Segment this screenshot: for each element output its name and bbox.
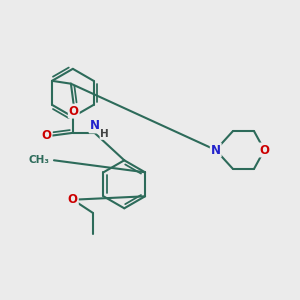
Text: CH₃: CH₃ — [28, 155, 50, 165]
Text: N: N — [211, 143, 221, 157]
Text: O: O — [69, 105, 79, 118]
Text: O: O — [41, 129, 52, 142]
Text: N: N — [90, 119, 100, 133]
Text: O: O — [68, 193, 78, 206]
Text: H: H — [100, 129, 109, 139]
Text: O: O — [259, 143, 269, 157]
